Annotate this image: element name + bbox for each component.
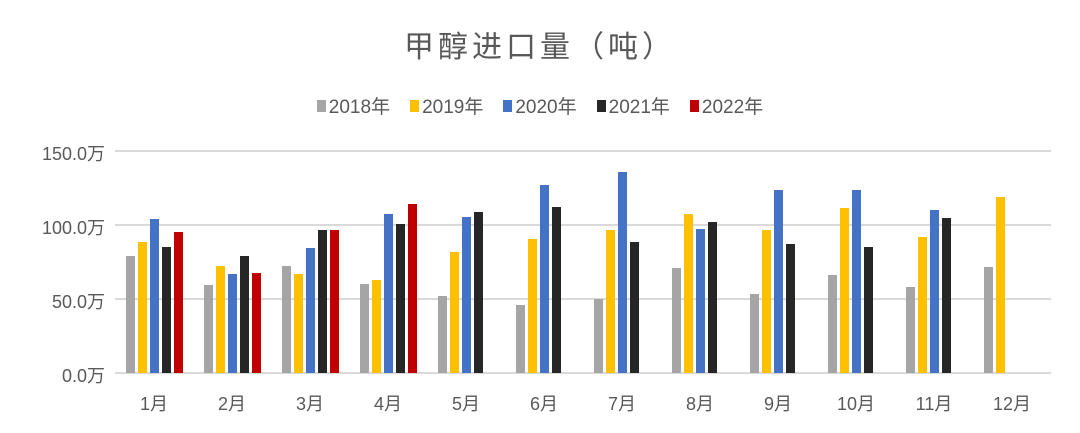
x-tick-label: 3月 [295, 394, 324, 414]
bar-2020-1 [150, 218, 159, 373]
legend-swatch-2021 [596, 99, 606, 112]
bar-2022-2 [252, 273, 261, 373]
bar-2022-4 [408, 204, 417, 373]
x-tick-label: 10月 [836, 394, 876, 414]
bar-2019-8 [684, 214, 693, 373]
legend-item-2020: 2020年 [503, 92, 577, 119]
gridline [115, 298, 1051, 300]
legend-swatch-2019 [410, 99, 420, 112]
bar-2020-10 [852, 190, 861, 373]
bar-2021-3 [318, 230, 327, 373]
bar-2019-4 [372, 279, 381, 373]
bar-2019-3 [294, 274, 303, 373]
legend-swatch-2020 [503, 99, 513, 112]
bar-2020-7 [618, 172, 627, 373]
bar-2021-9 [786, 243, 795, 373]
x-tick-label: 2月 [217, 394, 246, 414]
legend-item-2019: 2019年 [410, 92, 483, 119]
legend-swatch-2018 [316, 99, 326, 112]
bar-2021-7 [630, 242, 639, 373]
bar-2020-2 [228, 273, 237, 373]
bar-2021-11 [942, 218, 951, 373]
y-tick-label: 0.0万 [61, 366, 105, 386]
bar-2019-1 [138, 242, 147, 373]
bar-2019-9 [762, 230, 771, 373]
bar-2020-4 [384, 214, 393, 373]
y-tick-label: 150.0万 [41, 144, 105, 164]
bar-2020-5 [462, 217, 471, 373]
x-tick-label: 7月 [607, 394, 636, 414]
x-tick-label: 4月 [373, 394, 402, 414]
x-tick-label: 11月 [915, 394, 953, 414]
bar-2018-6 [516, 305, 525, 373]
bar-2019-12 [996, 197, 1005, 373]
bar-2018-8 [672, 267, 681, 373]
bar-2021-5 [474, 212, 483, 373]
legend-swatch-2022 [689, 99, 699, 112]
legend-item-2018: 2018年 [316, 92, 391, 119]
bar-2018-11 [906, 287, 915, 373]
x-tick-label: 9月 [763, 394, 792, 414]
bar-2018-5 [438, 296, 447, 373]
legend-label: 2020年 [515, 97, 577, 118]
bar-2019-5 [450, 251, 459, 373]
bar-2022-3 [330, 230, 339, 373]
legend-item-2022: 2022年 [689, 92, 764, 119]
legend-label: 2019年 [422, 97, 484, 118]
bar-2019-11 [918, 236, 927, 373]
legend-label: 2022年 [701, 97, 764, 118]
bar-2018-7 [594, 298, 603, 373]
y-tick-label: 50.0万 [51, 292, 105, 312]
bar-2018-4 [360, 284, 369, 373]
bar-2019-7 [606, 229, 615, 373]
bar-2018-1 [126, 255, 135, 373]
bar-2019-2 [216, 265, 225, 373]
gridline [115, 150, 1051, 152]
chart-legend: 2018年 2019年 2020年 2021年 2022年 [0, 92, 1080, 119]
bar-2020-11 [930, 210, 939, 373]
bar-2018-12 [984, 267, 993, 373]
bar-2020-8 [696, 228, 705, 373]
y-tick-label: 100.0万 [41, 218, 105, 238]
x-tick-label: 12月 [992, 394, 1032, 414]
bar-2018-10 [828, 275, 837, 373]
x-tick-label: 1月 [139, 394, 168, 414]
gridline [115, 224, 1051, 226]
legend-label: 2021年 [608, 97, 670, 118]
bar-2019-10 [840, 207, 849, 373]
bar-2020-6 [540, 184, 549, 373]
bar-2021-8 [708, 222, 717, 373]
bar-2021-4 [396, 223, 405, 373]
bar-2018-2 [204, 285, 213, 373]
legend-label: 2018年 [328, 97, 391, 118]
bar-2022-1 [174, 232, 183, 373]
bar-2019-6 [528, 239, 537, 373]
x-tick-label: 8月 [685, 394, 714, 414]
bar-2021-1 [162, 247, 171, 373]
x-axis-line [115, 372, 1051, 374]
bar-2020-3 [306, 248, 315, 373]
x-tick-label: 5月 [451, 394, 480, 414]
bar-2018-3 [282, 265, 291, 373]
chart-title: 甲醇进口量（吨） [404, 30, 676, 65]
x-tick-label: 6月 [529, 394, 558, 414]
bar-2021-6 [552, 207, 561, 373]
bar-2021-2 [240, 256, 249, 373]
bar-2020-9 [774, 190, 783, 373]
bar-2018-9 [750, 293, 759, 373]
legend-item-2021: 2021年 [596, 92, 670, 119]
bar-2021-10 [864, 247, 873, 373]
